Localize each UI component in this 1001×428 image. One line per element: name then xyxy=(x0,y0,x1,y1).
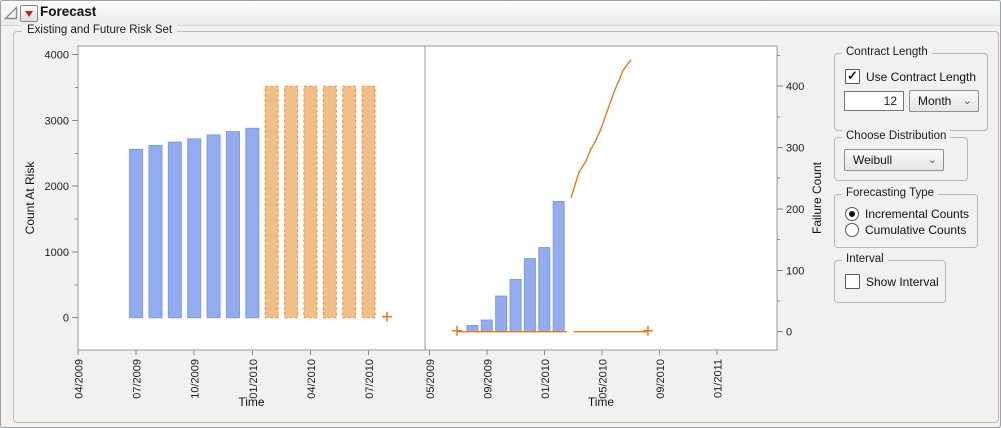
chevron-down-icon: ⌄ xyxy=(962,95,972,107)
chevron-down-icon: ⌄ xyxy=(927,154,937,166)
cumulative-counts-label: Cumulative Counts xyxy=(865,223,967,237)
choose-distribution-group-label: Choose Distribution xyxy=(842,130,951,142)
risk-set-group-label: Existing and Future Risk Set xyxy=(22,24,178,36)
contract-length-value-input[interactable] xyxy=(844,91,904,111)
distribution-dropdown[interactable]: Weibull ⌄ xyxy=(844,149,944,171)
contract-length-group: Contract Length Use Contract Length Mont… xyxy=(834,46,988,131)
risk-set-group-box: Existing and Future Risk Set xyxy=(13,24,999,423)
show-interval-checkbox[interactable]: Show Interval xyxy=(845,274,939,289)
contract-length-group-label: Contract Length xyxy=(842,46,932,58)
choose-distribution-group: Choose Distribution Weibull ⌄ xyxy=(834,130,968,181)
forecasting-type-group-label: Forecasting Type xyxy=(842,187,939,199)
radio-icon[interactable] xyxy=(845,223,859,237)
disclosure-triangle-icon[interactable] xyxy=(4,6,18,20)
distribution-selected-value: Weibull xyxy=(853,153,893,167)
report-menu-button[interactable] xyxy=(20,5,38,22)
forecasting-type-group: Forecasting Type Incremental Counts Cumu… xyxy=(834,187,978,248)
checkbox-icon[interactable] xyxy=(845,69,860,84)
interval-group: Interval Show Interval xyxy=(834,253,946,303)
show-interval-label: Show Interval xyxy=(866,274,939,289)
checkbox-icon[interactable] xyxy=(845,274,860,289)
radio-icon[interactable] xyxy=(845,207,859,221)
use-contract-length-checkbox[interactable]: Use Contract Length xyxy=(845,69,976,84)
interval-group-label: Interval xyxy=(842,253,888,265)
contract-length-unit-dropdown[interactable]: Month ⌄ xyxy=(909,90,979,112)
cumulative-counts-radio[interactable]: Cumulative Counts xyxy=(845,223,966,237)
use-contract-length-label: Use Contract Length xyxy=(866,69,977,84)
incremental-counts-label: Incremental Counts xyxy=(865,207,970,221)
contract-length-unit-value: Month xyxy=(918,94,952,108)
page-title: Forecast xyxy=(40,4,97,19)
forecast-title-bar: Forecast xyxy=(1,1,1000,26)
red-triangle-icon xyxy=(25,10,33,17)
incremental-counts-radio[interactable]: Incremental Counts xyxy=(845,207,969,221)
